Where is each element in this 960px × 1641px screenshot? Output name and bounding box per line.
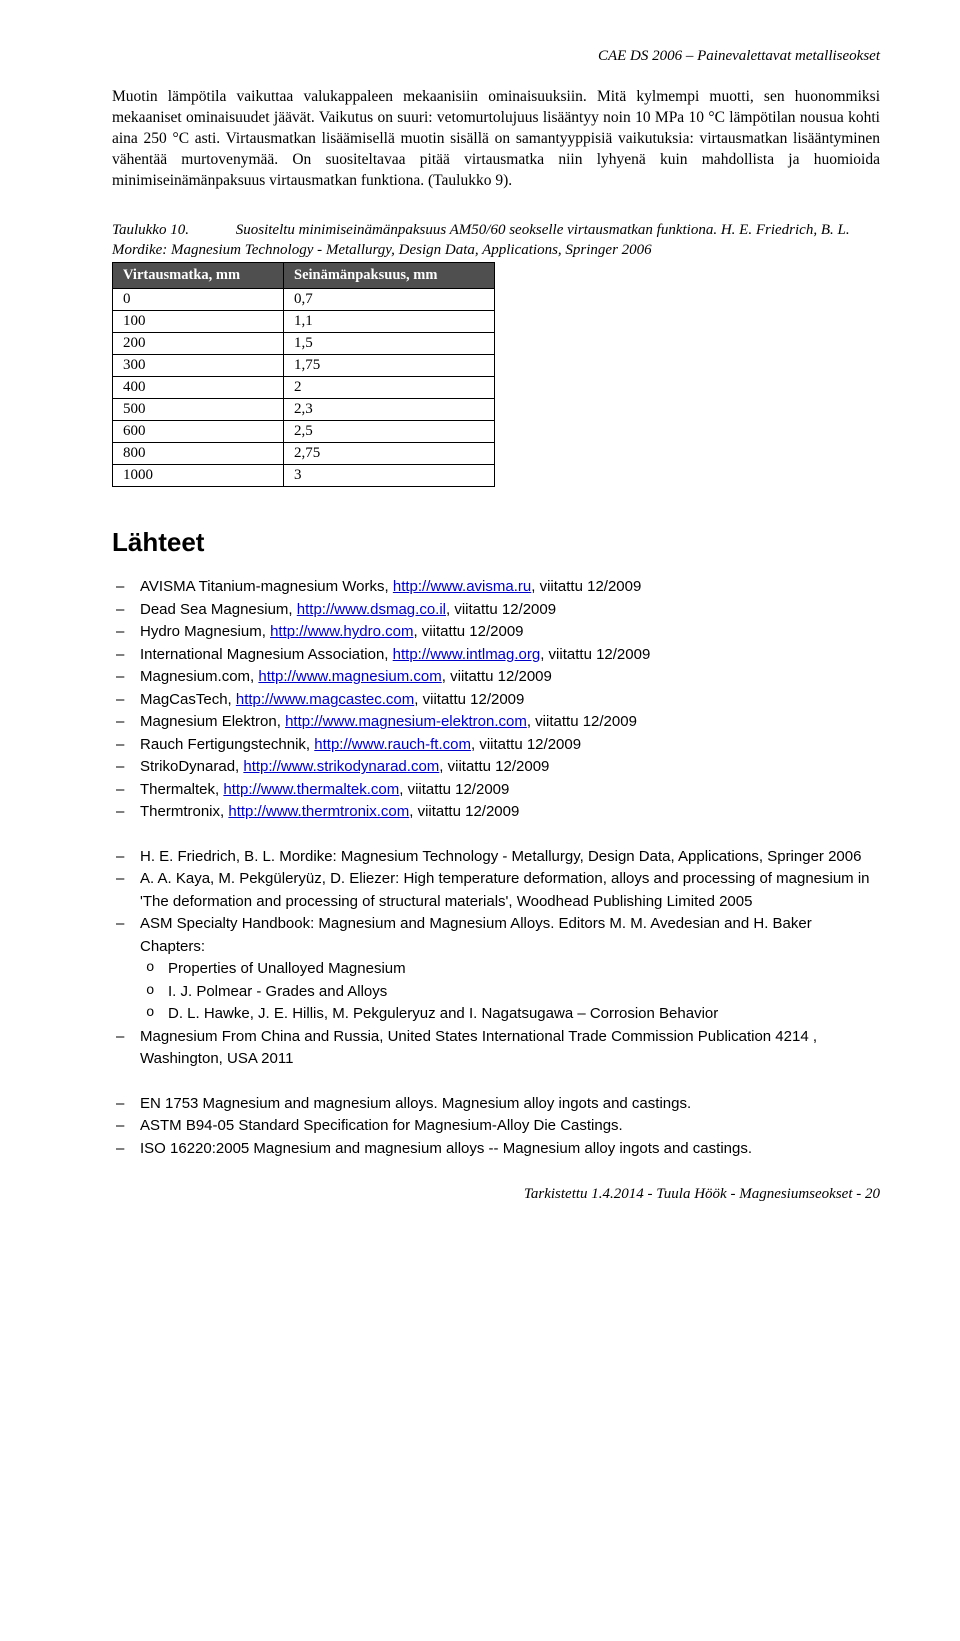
table-10-header-0: Virtausmatka, mm (113, 263, 284, 289)
reference-link[interactable]: http://www.strikodynarad.com (243, 758, 439, 775)
reference-subitem: Properties of Unalloyed Magnesium (168, 958, 880, 981)
table-10: Virtausmatka, mm Seinämänpaksuus, mm 00,… (112, 262, 495, 487)
reference-item: ISO 16220:2005 Magnesium and magnesium a… (140, 1138, 880, 1161)
table-cell: 2 (284, 377, 495, 399)
references-list-1: AVISMA Titanium-magnesium Works, http://… (112, 576, 880, 824)
reference-item: EN 1753 Magnesium and magnesium alloys. … (140, 1093, 880, 1116)
table-cell: 0,7 (284, 289, 495, 311)
reference-link[interactable]: http://www.dsmag.co.il (297, 601, 446, 618)
reference-item: Magnesium Elektron, http://www.magnesium… (140, 711, 880, 734)
sources-heading: Lähteet (112, 527, 880, 558)
reference-subitem: I. J. Polmear - Grades and Alloys (168, 981, 880, 1004)
references-list-2: H. E. Friedrich, B. L. Mordike: Magnesiu… (112, 846, 880, 1071)
reference-item: Hydro Magnesium, http://www.hydro.com, v… (140, 621, 880, 644)
reference-item: StrikoDynarad, http://www.strikodynarad.… (140, 756, 880, 779)
reference-item: Rauch Fertigungstechnik, http://www.rauc… (140, 734, 880, 757)
table-row: 10003 (113, 465, 495, 487)
reference-link[interactable]: http://www.hydro.com (270, 623, 413, 640)
table-cell: 800 (113, 443, 284, 465)
table-cell: 1,75 (284, 355, 495, 377)
table-10-label: Taulukko 10. (112, 220, 232, 240)
table-cell: 200 (113, 333, 284, 355)
reference-link[interactable]: http://www.magnesium-elektron.com (285, 713, 527, 730)
table-row: 6002,5 (113, 421, 495, 443)
table-cell: 500 (113, 399, 284, 421)
paragraph-1: Muotin lämpötila vaikuttaa valukappaleen… (112, 87, 880, 192)
reference-link[interactable]: http://www.rauch-ft.com (314, 736, 471, 753)
table-10-header-1: Seinämänpaksuus, mm (284, 263, 495, 289)
table-row: 1001,1 (113, 311, 495, 333)
reference-item: ASTM B94-05 Standard Specification for M… (140, 1115, 880, 1138)
reference-link[interactable]: http://www.magnesium.com (258, 668, 441, 685)
table-cell: 400 (113, 377, 284, 399)
table-cell: 300 (113, 355, 284, 377)
table-row: 00,7 (113, 289, 495, 311)
reference-item: Thermtronix, http://www.thermtronix.com,… (140, 801, 880, 824)
reference-item: Thermaltek, http://www.thermaltek.com, v… (140, 779, 880, 802)
table-cell: 2,3 (284, 399, 495, 421)
table-row: 8002,75 (113, 443, 495, 465)
table-row: 3001,75 (113, 355, 495, 377)
reference-item: AVISMA Titanium-magnesium Works, http://… (140, 576, 880, 599)
references-list-3: EN 1753 Magnesium and magnesium alloys. … (112, 1093, 880, 1161)
table-cell: 0 (113, 289, 284, 311)
reference-item: MagCasTech, http://www.magcastec.com, vi… (140, 689, 880, 712)
table-cell: 2,75 (284, 443, 495, 465)
reference-item: Magnesium.com, http://www.magnesium.com,… (140, 666, 880, 689)
table-row: 2001,5 (113, 333, 495, 355)
reference-sublist: Properties of Unalloyed MagnesiumI. J. P… (140, 958, 880, 1026)
page-footer: Tarkistettu 1.4.2014 - Tuula Höök - Magn… (112, 1186, 880, 1203)
reference-item: ASM Specialty Handbook: Magnesium and Ma… (140, 913, 880, 1026)
reference-item: A. A. Kaya, M. Pekgüleryüz, D. Eliezer: … (140, 868, 880, 913)
table-cell: 100 (113, 311, 284, 333)
table-10-caption: Taulukko 10. Suositeltu minimiseinämänpa… (112, 220, 880, 261)
table-cell: 600 (113, 421, 284, 443)
reference-link[interactable]: http://www.thermtronix.com (228, 803, 409, 820)
reference-item: International Magnesium Association, htt… (140, 644, 880, 667)
reference-link[interactable]: http://www.intlmag.org (393, 646, 541, 663)
page: CAE DS 2006 – Painevalettavat metalliseo… (0, 0, 960, 1243)
table-cell: 1,5 (284, 333, 495, 355)
reference-link[interactable]: http://www.avisma.ru (393, 578, 531, 595)
reference-subitem: D. L. Hawke, J. E. Hillis, M. Pekguleryu… (168, 1003, 880, 1026)
table-cell: 3 (284, 465, 495, 487)
reference-item: Dead Sea Magnesium, http://www.dsmag.co.… (140, 599, 880, 622)
page-header-right: CAE DS 2006 – Painevalettavat metalliseo… (112, 48, 880, 65)
reference-link[interactable]: http://www.thermaltek.com (223, 781, 399, 798)
reference-link[interactable]: http://www.magcastec.com (236, 691, 414, 708)
table-cell: 1,1 (284, 311, 495, 333)
reference-item: H. E. Friedrich, B. L. Mordike: Magnesiu… (140, 846, 880, 869)
table-cell: 2,5 (284, 421, 495, 443)
reference-item: Magnesium From China and Russia, United … (140, 1026, 880, 1071)
table-row: 4002 (113, 377, 495, 399)
table-cell: 1000 (113, 465, 284, 487)
table-row: 5002,3 (113, 399, 495, 421)
